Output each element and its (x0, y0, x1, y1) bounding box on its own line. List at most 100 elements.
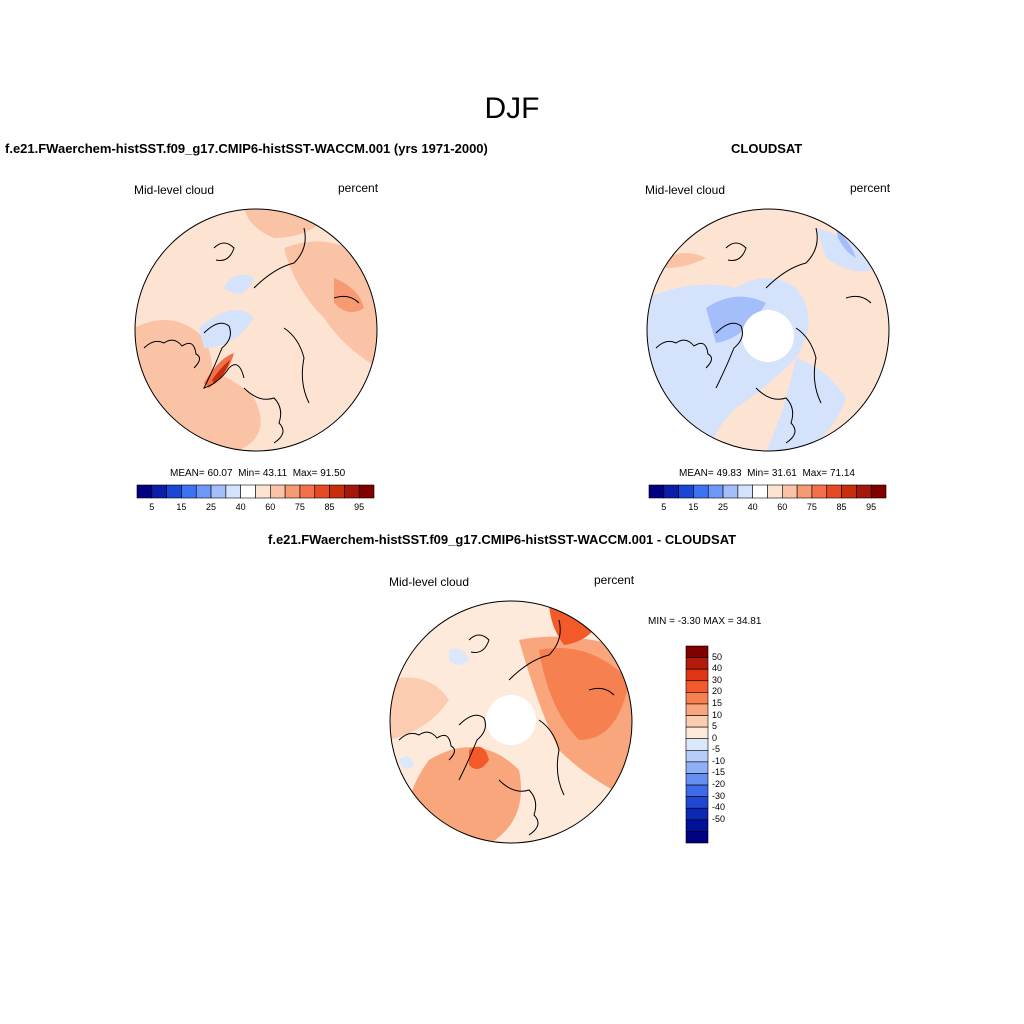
colorbar-swatch (685, 726, 709, 740)
colorbar-swatch (856, 484, 872, 499)
colorbar-swatch (811, 484, 828, 499)
colorbar-swatch (151, 484, 167, 499)
panel-3-variable-label: Mid-level cloud (389, 575, 470, 589)
colorbar-swatch (826, 484, 842, 499)
panel-2-max-value: 71.14 (829, 468, 855, 479)
colorbar-swatch (685, 692, 709, 705)
colorbar-swatch (181, 484, 197, 499)
colorbar-tick-label: 25 (206, 502, 217, 512)
colorbar-tick-label: -50 (712, 813, 726, 824)
panel-2-min-value: 31.61 (771, 468, 797, 479)
colorbar-tick-label: 5 (661, 502, 667, 512)
colorbar-tick-label: 15 (712, 697, 723, 708)
colorbar-swatch (648, 484, 665, 499)
panel-1-polar-map (134, 208, 378, 452)
colorbar-swatch (225, 484, 241, 499)
panel-3-max-value: 34.81 (736, 616, 762, 627)
figure-title: DJF (484, 92, 540, 125)
panel-1-mean-value: 60.07 (207, 468, 233, 479)
colorbar-swatch (685, 749, 709, 763)
panel-1-title: f.e21.FWaerchem-histSST.f09_g17.CMIP6-hi… (5, 141, 488, 156)
panel-2-mean-label: MEAN= (679, 468, 714, 479)
panel-1-colorbar (136, 484, 375, 499)
colorbar-swatch (270, 484, 286, 499)
panel-1-max-label: Max= (292, 468, 318, 479)
panel-3-min-label: MIN = (648, 616, 675, 627)
panel-1-units-label: percent (338, 181, 379, 195)
colorbar-swatch (685, 715, 709, 728)
colorbar-swatch (314, 484, 330, 499)
colorbar-tick-label: 40 (747, 502, 758, 512)
colorbar-tick-label: 5 (149, 502, 155, 512)
colorbar-tick-label: 85 (324, 502, 335, 512)
colorbar-swatch (782, 484, 798, 499)
colorbar-swatch (195, 484, 212, 499)
colorbar-swatch (685, 819, 709, 832)
panel-1-variable-label: Mid-level cloud (134, 183, 215, 197)
colorbar-tick-label: 75 (806, 502, 817, 512)
panel-1-max-value: 91.50 (320, 468, 346, 479)
colorbar-tick-label: -40 (712, 802, 726, 813)
colorbar-tick-label: 25 (718, 502, 729, 512)
colorbar-tick-label: -15 (712, 767, 726, 778)
colorbar-swatch (722, 484, 739, 499)
colorbar-tick-label: 85 (836, 502, 847, 512)
panel-2-title: CLOUDSAT (731, 141, 803, 156)
panel-3-units-label: percent (594, 573, 635, 587)
panel-2-colorbar (648, 484, 887, 499)
colorbar-tick-label: -10 (712, 755, 726, 766)
panel-2-polar-map (646, 208, 890, 452)
colorbar-swatch (255, 484, 271, 499)
colorbar-tick-label: 75 (294, 502, 305, 512)
colorbar-tick-label: 30 (712, 674, 723, 685)
colorbar-swatch (707, 484, 724, 499)
colorbar-swatch (136, 484, 153, 499)
colorbar-tick-label: 60 (265, 502, 276, 512)
panel-1-min-value: 43.11 (262, 468, 288, 479)
panel-3-colorbar (685, 645, 709, 844)
colorbar-swatch (663, 484, 679, 499)
colorbar-tick-label: 15 (688, 502, 699, 512)
colorbar-tick-label: 20 (712, 686, 723, 697)
colorbar-swatch (284, 484, 301, 499)
panel-2-variable-label: Mid-level cloud (645, 183, 726, 197)
panel-2-min-label: Min= (747, 468, 770, 479)
colorbar-tick-label: 5 (712, 721, 718, 732)
colorbar-swatch (685, 703, 709, 716)
colorbar-swatch (685, 796, 709, 809)
colorbar-swatch (796, 484, 813, 499)
colorbar-swatch (737, 484, 753, 499)
colorbar-swatch (752, 484, 768, 499)
panel-2-mean-value: 49.83 (716, 468, 742, 479)
colorbar-swatch (685, 738, 709, 751)
colorbar-tick-label: 95 (354, 502, 365, 512)
colorbar-tick-label: 40 (712, 663, 723, 674)
colorbar-tick-label: 40 (235, 502, 246, 512)
colorbar-swatch (767, 484, 783, 499)
colorbar-swatch (678, 484, 694, 499)
colorbar-swatch (240, 484, 256, 499)
colorbar-swatch (685, 645, 709, 658)
colorbar-swatch (685, 668, 709, 682)
panel-2-stats: MEAN= 49.83 Min= 31.61 Max= 71.14 (679, 468, 855, 479)
panel-2-units-label: percent (850, 181, 891, 195)
colorbar-tick-label: 95 (866, 502, 877, 512)
colorbar-tick-label: 10 (712, 709, 723, 720)
colorbar-swatch (329, 484, 345, 499)
colorbar-swatch (685, 680, 709, 693)
colorbar-swatch (344, 484, 360, 499)
colorbar-tick-label: 60 (777, 502, 788, 512)
panel-1-mean-label: MEAN= (170, 468, 205, 479)
colorbar-tick-label: -5 (712, 744, 721, 755)
panel-1-min-label: Min= (238, 468, 261, 479)
colorbar-swatch (685, 657, 709, 670)
colorbar-tick-label: 50 (712, 651, 723, 662)
colorbar-tick-label: -20 (712, 779, 726, 790)
colorbar-swatch (685, 761, 709, 774)
colorbar-swatch (299, 484, 316, 499)
colorbar-swatch (685, 773, 709, 786)
colorbar-swatch (870, 484, 887, 499)
colorbar-swatch (358, 484, 375, 499)
colorbar-swatch (210, 484, 227, 499)
panel-1-stats: MEAN= 60.07 Min= 43.11 Max= 91.50 (170, 468, 345, 479)
